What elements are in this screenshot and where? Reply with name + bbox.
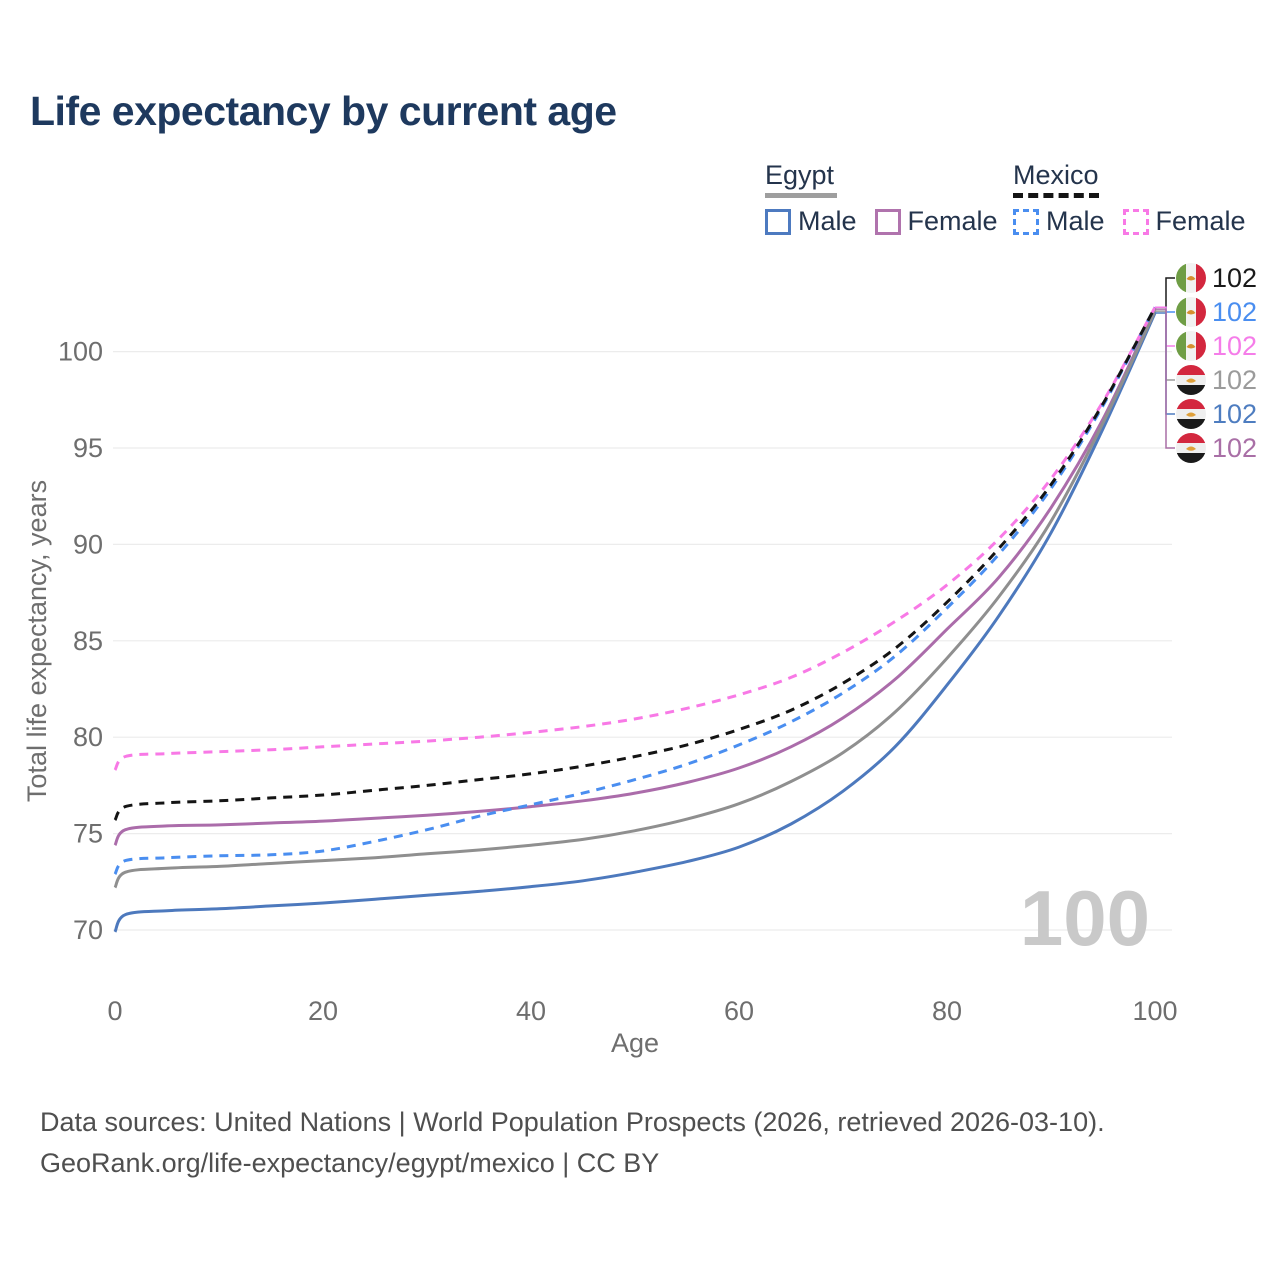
legend-country-mexico[interactable]: Mexico <box>1013 160 1099 198</box>
mexico-flag-icon <box>1176 263 1206 293</box>
legend-items-mexico: Male Female <box>1013 206 1246 237</box>
egypt-male-swatch[interactable] <box>765 208 791 235</box>
y-tick-80: 80 <box>73 722 103 752</box>
egypt-female-label[interactable]: Female <box>907 206 998 236</box>
y-tick-90: 90 <box>73 529 103 559</box>
end-label-value: 102 <box>1212 433 1257 463</box>
x-tick-100: 100 <box>1132 996 1177 1026</box>
mexico-male-swatch[interactable] <box>1013 208 1039 235</box>
leader-line <box>1155 308 1175 449</box>
legend-group-egypt: Egypt Male Female <box>765 160 998 237</box>
footer-data-sources: Data sources: United Nations | World Pop… <box>40 1107 1105 1137</box>
y-tick-95: 95 <box>73 433 103 463</box>
egypt-flag-icon <box>1176 433 1206 463</box>
end-label-value: 102 <box>1212 365 1257 395</box>
series-line-egypt-male <box>113 312 1157 933</box>
footer-attribution: GeoRank.org/life-expectancy/egypt/mexico… <box>40 1148 660 1178</box>
mexico-female-label[interactable]: Female <box>1155 206 1246 236</box>
y-tick-100: 100 <box>58 337 103 367</box>
x-tick-80: 80 <box>932 996 962 1026</box>
legend-country-egypt[interactable]: Egypt <box>765 160 837 198</box>
end-label-egypt-female <box>1176 433 1206 463</box>
page-title: Life expectancy by current age <box>30 88 617 134</box>
egypt-male-label[interactable]: Male <box>798 206 857 236</box>
end-label-egypt-male <box>1176 399 1206 429</box>
x-tick-0: 0 <box>107 996 122 1026</box>
end-label-value: 102 <box>1212 399 1257 429</box>
y-tick-75: 75 <box>73 819 103 849</box>
x-tick-60: 60 <box>724 996 754 1026</box>
series-line-egypt-female <box>113 308 1157 847</box>
legend-group-mexico: Mexico Male Female <box>1013 160 1246 237</box>
series-line-mexico-total <box>113 306 1157 822</box>
mexico-female-swatch[interactable] <box>1122 208 1149 235</box>
series-line-mexico-female <box>113 306 1157 771</box>
footer: Data sources: United Nations | World Pop… <box>40 1102 1105 1184</box>
x-axis-title: Age <box>611 1028 659 1058</box>
egypt-flag-icon <box>1176 399 1206 429</box>
end-label-mexico-male <box>1176 297 1206 327</box>
end-label-mexico-female <box>1176 331 1206 361</box>
leader-line <box>1155 277 1175 309</box>
legend-items-egypt: Male Female <box>765 206 998 237</box>
mexico-flag-icon <box>1176 331 1206 361</box>
mexico-male-label[interactable]: Male <box>1046 206 1105 236</box>
mexico-flag-icon <box>1176 297 1206 327</box>
series-line-mexico-male <box>113 306 1157 875</box>
end-label-egypt-total <box>1176 365 1206 395</box>
end-label-value: 102 <box>1212 297 1257 327</box>
egypt-flag-icon <box>1176 365 1206 395</box>
x-tick-20: 20 <box>308 996 338 1026</box>
end-label-value: 102 <box>1212 263 1257 293</box>
y-tick-85: 85 <box>73 626 103 656</box>
end-label-value: 102 <box>1212 331 1257 361</box>
y-tick-70: 70 <box>73 915 103 945</box>
egypt-female-swatch[interactable] <box>874 208 901 235</box>
end-label-mexico-total <box>1176 263 1206 293</box>
y-axis-title: Total life expectancy, years <box>22 480 52 802</box>
chart: 100 70 75 80 85 90 95 100 0 20 40 60 80 100 Age Total l… <box>22 263 1257 1058</box>
leader-line <box>1155 312 1175 415</box>
age-watermark: 100 <box>1020 874 1150 962</box>
x-tick-40: 40 <box>516 996 546 1026</box>
series-line-egypt-total <box>113 310 1157 889</box>
